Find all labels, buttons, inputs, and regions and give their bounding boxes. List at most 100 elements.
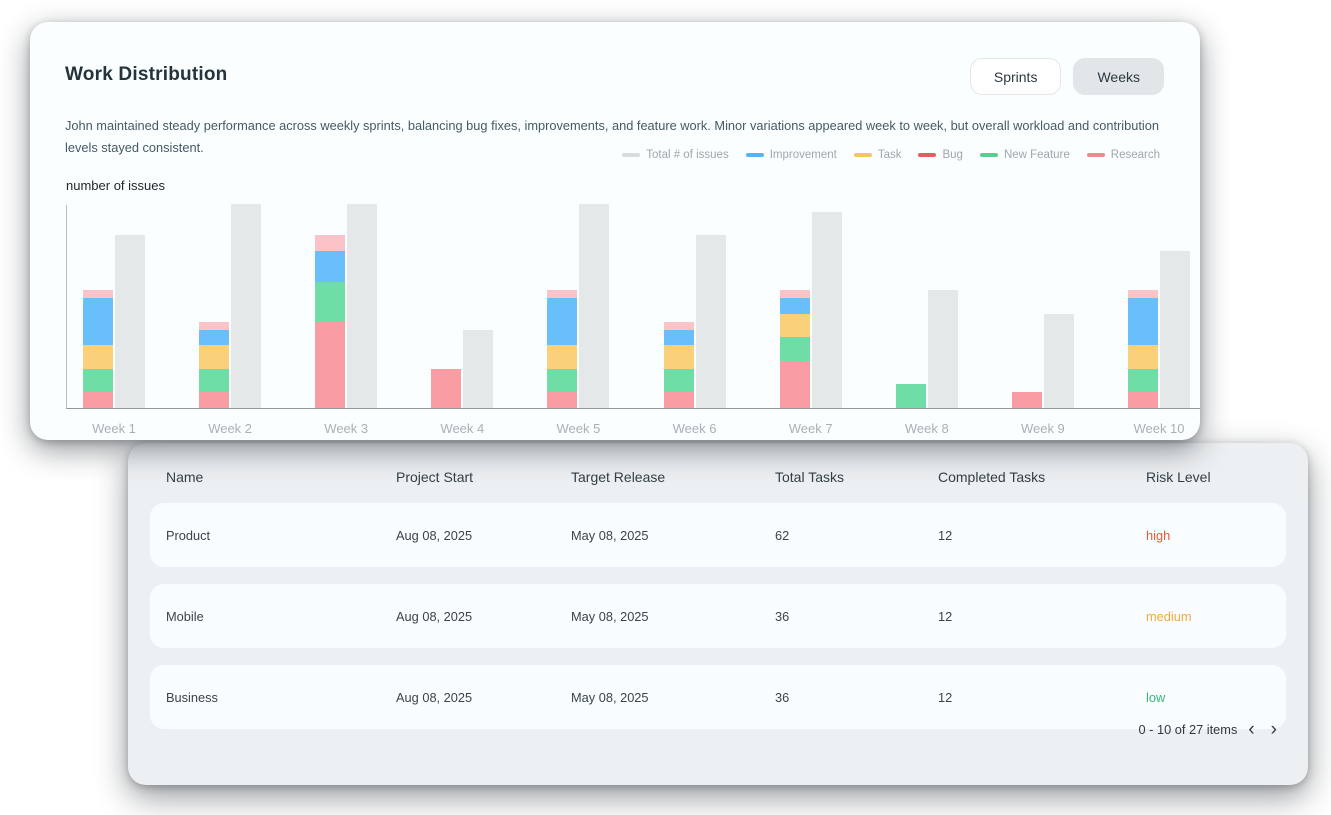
total-issues-bar [927, 290, 958, 408]
week-bar-group: Week 4 [431, 205, 494, 436]
bar-segment-improvement [83, 298, 113, 346]
cell-name: Business [166, 689, 218, 705]
table-row[interactable]: Product Aug 08, 2025 May 08, 2025 62 12 high [150, 503, 1286, 567]
y-axis-label: number of issues [66, 178, 165, 193]
bar-segment-new-feature [779, 337, 810, 361]
cell-project-start: Aug 08, 2025 [396, 527, 473, 543]
legend-swatch [918, 153, 937, 157]
bar-segment-new-feature [83, 368, 113, 393]
week-label: Week 9 [1020, 421, 1065, 436]
week-bar-group: Week 1 [83, 205, 145, 436]
column-header: Name [166, 469, 204, 485]
week-bar-group: Week 9 [1011, 205, 1074, 436]
bar-segment-research [663, 321, 694, 330]
cell-project-start: Aug 08, 2025 [396, 608, 473, 624]
stacked-bar [315, 235, 346, 408]
chevron-left-icon[interactable]: ‹ [1243, 718, 1259, 741]
weeks-toggle-button[interactable]: Weeks [1073, 58, 1164, 95]
stacked-bar [547, 290, 578, 408]
week-label: Week 10 [1133, 421, 1185, 436]
bar-segment-task [663, 345, 694, 369]
legend-swatch [745, 153, 764, 157]
bar-segment-bug [663, 392, 694, 408]
bar-segment-research [199, 321, 230, 330]
week-label: Week 4 [440, 421, 485, 436]
cell-total-tasks: 36 [775, 608, 790, 624]
legend-item: Task [853, 149, 901, 161]
legend-label: New Feature [1003, 149, 1070, 161]
bar-segment-bug [315, 321, 346, 408]
bar-segment-improvement [199, 329, 230, 346]
column-header: Risk Level [1146, 469, 1211, 485]
week-bar-group: Week 2 [199, 204, 262, 436]
week-label: Week 6 [672, 421, 717, 436]
bar-segment-new-feature [199, 368, 230, 393]
bar-segment-task [547, 345, 578, 369]
stacked-bar [199, 321, 230, 408]
column-header: Target Release [571, 469, 666, 485]
table-row[interactable]: Mobile Aug 08, 2025 May 08, 2025 36 12 medium [150, 584, 1286, 648]
total-issues-bar [811, 211, 842, 408]
bar-segment-task [83, 345, 113, 369]
legend-item: Bug [918, 149, 963, 161]
legend-swatch [979, 153, 998, 157]
total-issues-bar [231, 204, 262, 408]
bar-segment-new-feature [895, 384, 926, 408]
cell-target-release: May 08, 2025 [571, 608, 649, 624]
summary-text: John maintained steady performance acros… [65, 118, 1159, 156]
cell-risk-level: medium [1146, 608, 1192, 624]
cell-name: Mobile [166, 608, 204, 624]
legend-label: Total # of issues [646, 149, 729, 161]
week-label: Week 7 [788, 421, 833, 436]
column-header: Project Start [396, 469, 474, 485]
cell-completed-tasks: 12 [938, 689, 953, 705]
work-distribution-card: Work Distribution Sprints Weeks John mai… [30, 22, 1200, 440]
total-issues-bar [1043, 313, 1074, 408]
column-header: Total Tasks [775, 469, 844, 485]
bar-segment-research [315, 235, 346, 252]
week-bar-group: Week 7 [779, 205, 842, 436]
cell-target-release: May 08, 2025 [571, 527, 649, 543]
legend-item: Total # of issues [622, 149, 729, 161]
week-label: Week 2 [208, 421, 253, 436]
cell-total-tasks: 36 [775, 689, 790, 705]
pagination: 0 - 10 of 27 items ‹ › [1138, 718, 1282, 741]
bar-segment-improvement [315, 251, 346, 283]
total-issues-bar [463, 329, 494, 408]
week-bar-group: Week 6 [663, 205, 726, 436]
total-issues-bar [1159, 251, 1190, 408]
week-bar-group: Week 10 [1127, 205, 1190, 436]
legend-label: Research [1110, 149, 1160, 161]
legend-item: New Feature [979, 149, 1070, 161]
total-issues-bar [115, 235, 145, 408]
week-label: Week 8 [904, 421, 949, 436]
bar-segment-improvement [1127, 298, 1158, 346]
bar-chart: Week 1 Week 2 Week 3 Week 4 Week 5 Week 6 Week… [66, 204, 1200, 436]
total-issues-bar [579, 204, 610, 408]
legend-label: Bug [942, 149, 963, 161]
bar-segment-research [547, 290, 578, 299]
cell-target-release: May 08, 2025 [571, 689, 649, 705]
legend-swatch [1086, 153, 1105, 157]
bar-segment-improvement [779, 298, 810, 314]
total-issues-bar [695, 235, 726, 408]
bar-segment-research [1127, 290, 1158, 299]
sprints-toggle-button[interactable]: Sprints [969, 58, 1062, 95]
bar-segment-new-feature [547, 368, 578, 393]
stacked-bar [1127, 290, 1158, 408]
cell-completed-tasks: 12 [938, 527, 953, 543]
week-bar-group: Week 5 [547, 204, 610, 436]
week-label: Week 1 [92, 421, 136, 436]
stacked-bar [895, 384, 926, 408]
bar-segment-task [1127, 345, 1158, 369]
total-issues-bar [347, 204, 378, 408]
chevron-right-icon[interactable]: › [1266, 718, 1282, 741]
legend-swatch [853, 153, 872, 157]
bar-segment-bug [779, 360, 810, 408]
cell-project-start: Aug 08, 2025 [396, 689, 473, 705]
table-row[interactable]: Business Aug 08, 2025 May 08, 2025 36 12 low [150, 665, 1286, 729]
cell-name: Product [166, 527, 211, 543]
cell-total-tasks: 62 [775, 527, 790, 543]
view-toggle: Sprints Weeks [969, 58, 1164, 95]
bar-segment-bug [1011, 392, 1042, 408]
